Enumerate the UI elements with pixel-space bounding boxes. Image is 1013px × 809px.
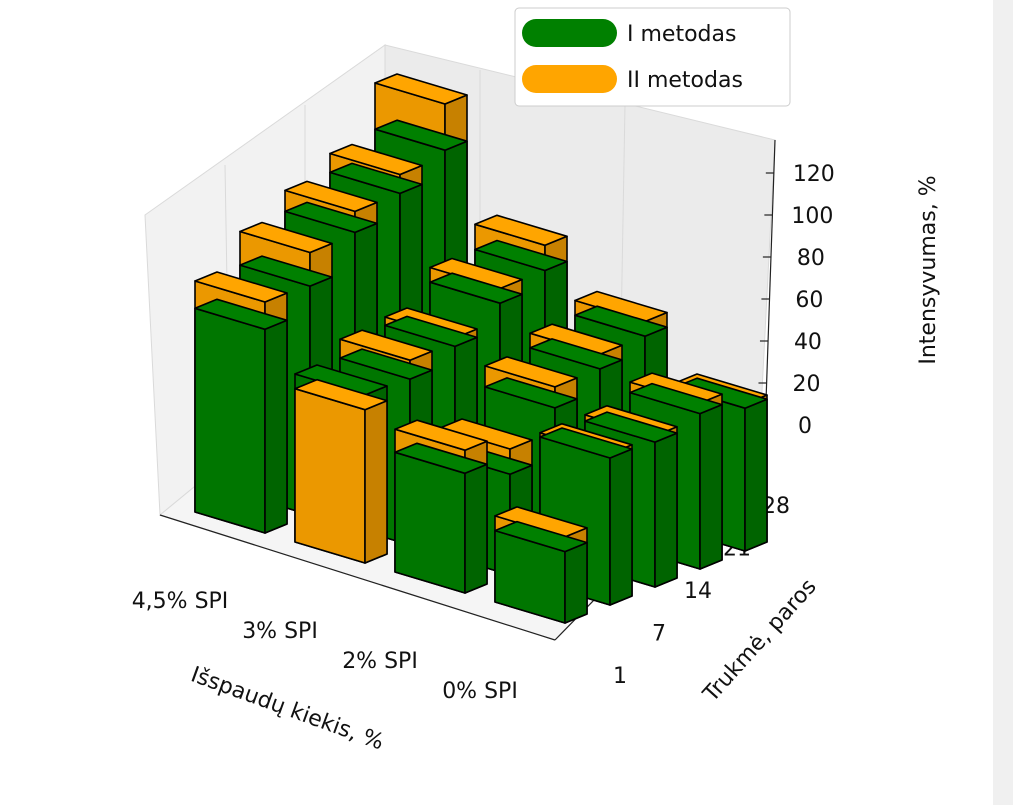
bar-side <box>364 399 388 564</box>
bar-top <box>239 255 333 287</box>
bar-top <box>239 221 333 254</box>
z-tick-label: 80 <box>797 246 825 271</box>
bar-side <box>744 398 768 552</box>
bar-top <box>374 119 468 151</box>
bar-side <box>464 463 488 594</box>
z-tick-label: 40 <box>794 330 822 355</box>
x-axis-title: Išspaudų kiekis, % <box>187 662 387 755</box>
bar-top <box>194 298 288 331</box>
bar-top <box>394 442 488 475</box>
bar <box>194 298 288 534</box>
bar-front <box>394 451 466 594</box>
bar-top <box>474 239 568 272</box>
legend-swatch <box>522 19 617 47</box>
bar-top <box>629 382 723 415</box>
bar-side <box>699 403 723 570</box>
x-tick-label: 0% SPI <box>442 679 518 704</box>
legend-swatch <box>522 65 617 93</box>
z-tick-label: 0 <box>798 414 812 439</box>
bar-side <box>264 319 288 534</box>
bar-top <box>494 520 588 553</box>
bar-top <box>584 411 678 443</box>
z-tick-label: 20 <box>792 372 820 397</box>
bar <box>539 427 633 606</box>
bar-top <box>384 315 478 348</box>
bar-top <box>339 348 433 380</box>
bar-side <box>609 448 633 606</box>
bar-top <box>329 162 423 195</box>
bar-top <box>284 180 378 213</box>
bar-top <box>474 214 568 247</box>
bar <box>494 520 588 624</box>
z-axis-line <box>764 139 776 431</box>
bar-top <box>484 356 578 388</box>
bar-top <box>484 377 578 409</box>
bar-top <box>394 419 488 452</box>
y-axis-title: Trukmė, paros <box>698 574 822 707</box>
bar-top <box>574 305 668 338</box>
bar-top <box>294 378 388 411</box>
y-tick-label: 1 <box>613 664 627 689</box>
z-tick-label: 60 <box>795 288 823 313</box>
bar-side <box>654 432 678 588</box>
bar-top <box>429 272 523 305</box>
bar-top <box>539 427 633 459</box>
bar <box>294 378 388 564</box>
x-tick-label: 2% SPI <box>342 649 418 674</box>
bar-front <box>194 307 266 534</box>
bar-top <box>284 201 378 234</box>
y-tick-label: 7 <box>652 622 666 647</box>
z-tick-label: 120 <box>793 162 835 187</box>
bar-top <box>529 338 623 370</box>
legend-label: I metodas <box>627 22 736 47</box>
z-tick-label: 100 <box>791 204 833 229</box>
bar-front <box>294 387 366 564</box>
x-tick-label: 3% SPI <box>242 619 318 644</box>
bar-top <box>339 329 433 362</box>
side-strip <box>993 0 1013 805</box>
z-axis-title: Intensyvumas, % <box>916 175 941 364</box>
legend: I metodas II metodas <box>514 7 791 107</box>
bar-top <box>374 73 468 105</box>
bar-side <box>564 541 588 624</box>
y-tick-label: 14 <box>684 579 712 604</box>
legend-label: II metodas <box>627 68 743 93</box>
bar-top <box>329 143 423 176</box>
bar-top <box>194 271 288 303</box>
x-tick-label: 4,5% SPI <box>132 589 229 614</box>
bar <box>394 442 488 594</box>
x-axis-line <box>159 514 556 641</box>
